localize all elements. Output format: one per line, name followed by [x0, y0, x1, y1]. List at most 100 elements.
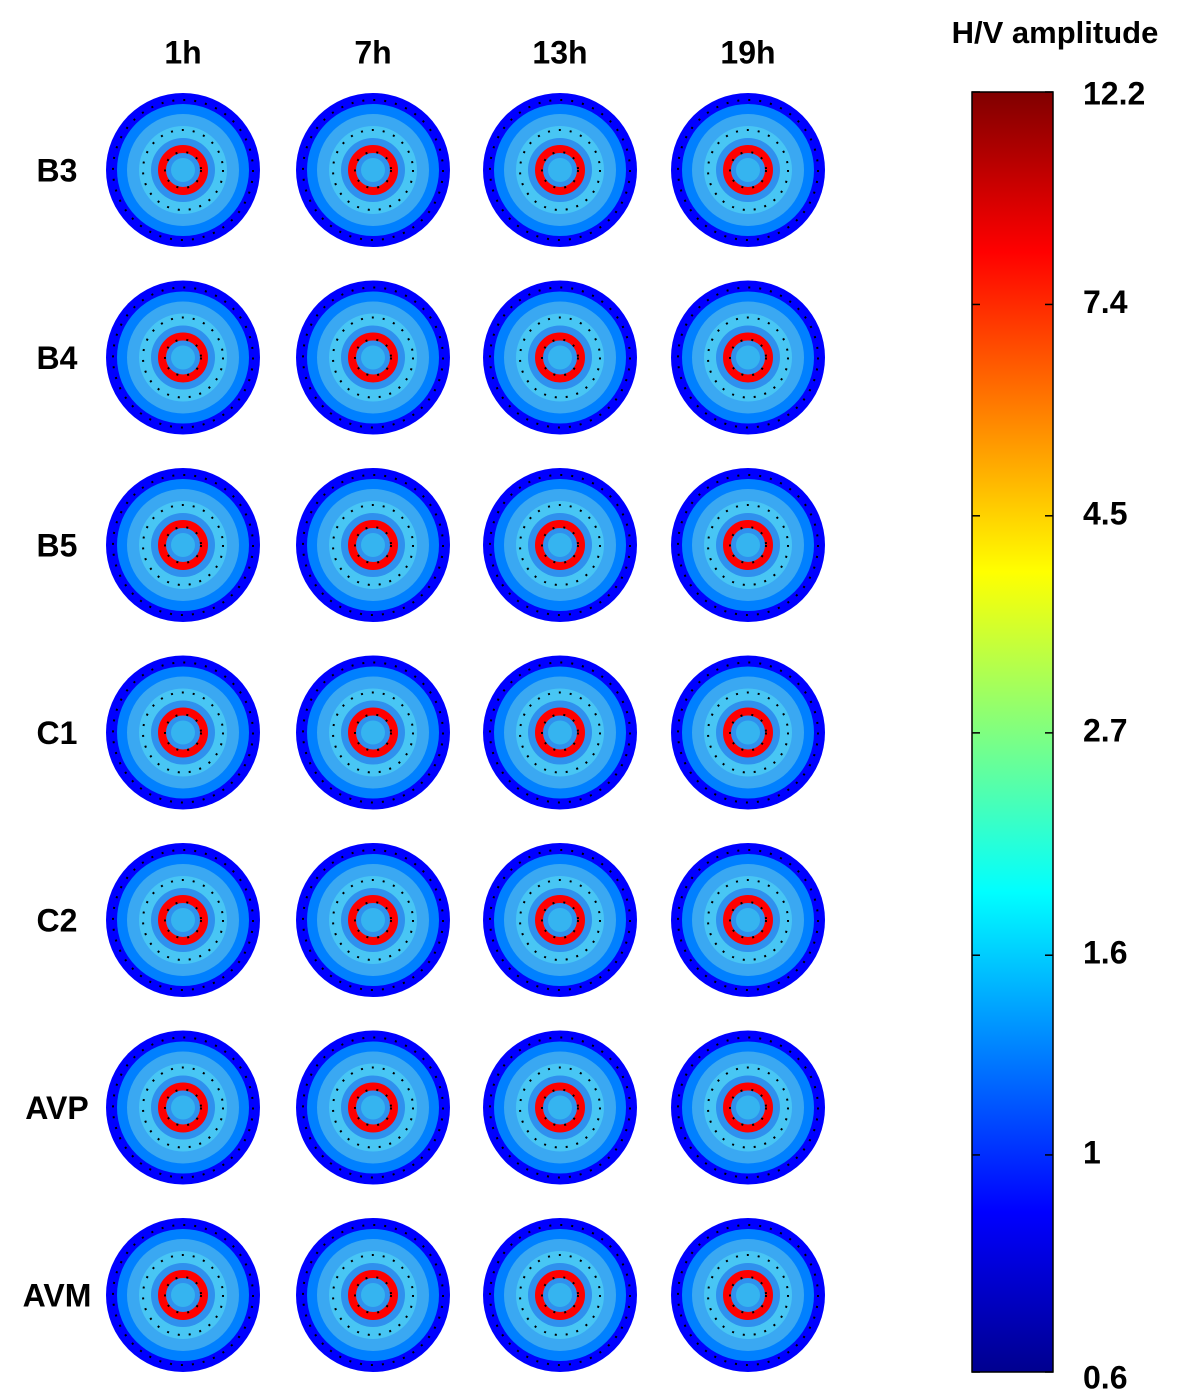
map-peak — [348, 145, 398, 195]
map-peak — [723, 895, 773, 945]
map-dots — [729, 338, 767, 377]
map-center — [361, 533, 385, 557]
map-dots — [519, 879, 601, 961]
map-center — [736, 345, 760, 370]
map-peak — [348, 1082, 398, 1133]
map-dots — [142, 316, 224, 399]
map-peak — [158, 1082, 208, 1133]
map-center — [548, 345, 572, 370]
map-dots — [519, 1066, 601, 1149]
map-dots — [489, 1036, 631, 1179]
map-dots — [354, 1088, 392, 1127]
map-peak — [723, 520, 773, 570]
colorbar-tick-label: 1 — [1083, 1134, 1101, 1170]
map-dots — [332, 1066, 414, 1149]
map-dots — [677, 286, 819, 429]
polar-map — [483, 468, 637, 622]
polar-map — [296, 468, 450, 622]
polar-map — [106, 93, 260, 247]
map-dots — [164, 713, 202, 752]
row-label: AVM — [23, 1277, 92, 1313]
map-dots — [164, 526, 202, 564]
map-center — [171, 158, 195, 182]
map-center — [548, 908, 572, 932]
map-peak — [158, 332, 208, 383]
polar-map — [671, 1218, 825, 1372]
map-dots — [519, 316, 601, 399]
map-peak — [348, 520, 398, 570]
map-dots — [164, 338, 202, 377]
map-dots — [302, 286, 444, 429]
map-center — [736, 720, 760, 745]
map-peak — [348, 895, 398, 945]
map-center — [361, 158, 385, 182]
map-peak — [158, 707, 208, 758]
polar-map — [296, 1218, 450, 1372]
map-dots — [112, 661, 254, 804]
map-dots — [142, 1066, 224, 1149]
polar-map — [483, 93, 637, 247]
map-peak — [158, 1270, 208, 1320]
colorbar-tick-label: 4.5 — [1083, 495, 1127, 531]
colorbar-tick-label: 2.7 — [1083, 712, 1127, 748]
map-peak — [535, 707, 585, 758]
polar-map — [296, 93, 450, 247]
map-center — [548, 533, 572, 557]
map-peak — [535, 1082, 585, 1133]
map-dots — [677, 99, 819, 241]
map-dots — [112, 474, 254, 616]
map-dots — [707, 504, 789, 586]
map-dots — [332, 316, 414, 399]
polar-map — [483, 1218, 637, 1372]
map-dots — [142, 129, 224, 211]
row-label: B4 — [37, 340, 78, 376]
map-dots — [489, 99, 631, 241]
map-center — [171, 908, 195, 932]
colorbar — [971, 91, 1054, 1373]
col-label: 7h — [354, 34, 391, 70]
map-dots — [142, 1254, 224, 1336]
map-dots — [164, 151, 202, 189]
polar-map — [106, 655, 260, 810]
map-dots — [541, 151, 579, 189]
polar-map — [671, 843, 825, 997]
map-center — [361, 720, 385, 745]
polar-map — [671, 1030, 825, 1185]
map-peak — [348, 332, 398, 383]
map-peak — [348, 1270, 398, 1320]
map-dots — [164, 901, 202, 939]
map-dots — [677, 1036, 819, 1179]
map-dots — [354, 713, 392, 752]
map-dots — [112, 1036, 254, 1179]
map-dots — [541, 713, 579, 752]
row-label: C2 — [37, 902, 78, 938]
map-dots — [707, 129, 789, 211]
map-dots — [541, 1088, 579, 1127]
row-label: C1 — [37, 715, 78, 751]
map-dots — [112, 99, 254, 241]
map-peak — [723, 1082, 773, 1133]
col-label: 1h — [164, 34, 201, 70]
col-label: 13h — [532, 34, 587, 70]
polar-map — [483, 1030, 637, 1185]
map-dots — [142, 879, 224, 961]
map-dots — [707, 316, 789, 399]
map-dots — [302, 1224, 444, 1366]
map-center — [548, 1283, 572, 1307]
colorbar-tick-label: 0.6 — [1083, 1359, 1127, 1394]
map-dots — [489, 474, 631, 616]
map-dots — [519, 504, 601, 586]
map-dots — [302, 849, 444, 991]
map-dots — [707, 879, 789, 961]
polar-map — [106, 468, 260, 622]
polar-map — [106, 1030, 260, 1185]
map-center — [736, 1095, 760, 1120]
map-dots — [489, 1224, 631, 1366]
map-dots — [332, 129, 414, 211]
map-dots — [707, 691, 789, 774]
map-dots — [354, 151, 392, 189]
map-peak — [723, 332, 773, 383]
polar-map — [296, 843, 450, 997]
polar-map — [296, 655, 450, 810]
